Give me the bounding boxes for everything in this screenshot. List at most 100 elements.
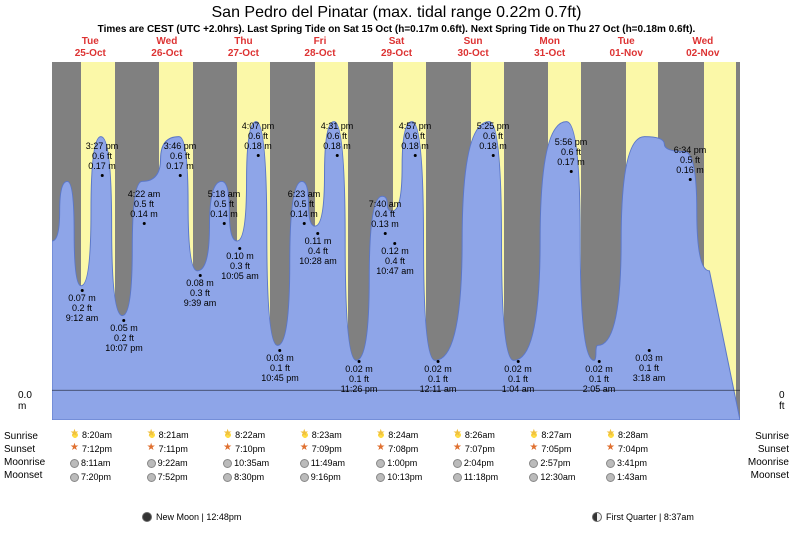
tide-annotation: 0.02 m0.1 ft11:26 pm [341,358,378,395]
sunrise-icon [529,430,539,440]
moon-phase: First Quarter | 8:37am [592,512,694,522]
y-label-m: 0.0 m [18,390,32,412]
moonrise-icon [70,459,79,468]
day-header: Tue25-Oct [52,36,129,60]
sunrise-icon [147,430,157,440]
sunrise-icon [300,430,310,440]
sunrise-icon [453,430,463,440]
sm-label: Moonrise [4,456,45,469]
sunrise-icon [376,430,386,440]
sun-moon-section: 8:20am8:21am8:22am8:23am8:24am8:26am8:27… [52,428,741,484]
moonrise-cell: 11:49am [282,458,359,468]
sunrise-cell: 8:20am [52,430,129,440]
moonset-cell: 9:16pm [282,472,359,482]
moonrise-cell: 2:04pm [435,458,512,468]
moonrise-cell: 10:35am [205,458,282,468]
moonset-icon [606,473,615,482]
tide-annotation: 0.02 m0.1 ft12:11 am [420,358,457,395]
moonrise-icon [147,459,156,468]
moonrise-cell: 1:00pm [358,458,435,468]
sun-moon-labels-right: SunriseSunsetMoonriseMoonset [748,430,789,482]
sun-moon-labels-left: SunriseSunsetMoonriseMoonset [4,430,45,482]
tide-annotation: 6:34 pm0.5 ft0.16 m [674,146,707,183]
sunset-cell: 7:05pm [511,444,588,454]
tide-annotation: 5:18 am0.5 ft0.14 m [208,190,241,227]
sunset-cell: 7:07pm [435,444,512,454]
tide-annotation: 0.07 m0.2 ft9:12 am [66,287,99,324]
moonset-icon [376,473,385,482]
day-header: Sat29-Oct [358,36,435,60]
moonset-icon [529,473,538,482]
day-headers: Tue25-OctWed26-OctThu27-OctFri28-OctSat2… [52,36,741,60]
day-header: Sun30-Oct [435,36,512,60]
sunrise-icon [70,430,80,440]
day-header: Fri28-Oct [282,36,359,60]
moonset-icon [223,473,232,482]
sunset-icon [376,444,386,454]
sm-label: Moonrise [748,456,789,469]
sunrise-cell: 8:24am [358,430,435,440]
moonrise-icon [606,459,615,468]
tide-annotation: 0.02 m0.1 ft1:04 am [502,358,535,395]
sunset-icon [70,444,80,454]
tide-annotation: 7:40 am0.4 ft0.13 m [369,200,402,237]
moonrise-cell: 9:22am [129,458,206,468]
sunset-cell: 7:04pm [588,444,665,454]
tide-annotation: 0.12 m0.4 ft10:47 am [376,240,414,277]
sm-label: Sunset [4,443,45,456]
tide-annotation: 0.02 m0.1 ft2:05 am [583,358,616,395]
tide-annotation: 4:07 pm0.6 ft0.18 m [242,122,275,159]
sunrise-cell: 8:28am [588,430,665,440]
day-header: Tue01-Nov [588,36,665,60]
sunrise-icon [223,430,233,440]
plot-area: 0.07 m0.2 ft9:12 am 3:27 pm0.6 ft0.17 m 0.… [52,62,740,420]
sunrise-cell: 8:26am [435,430,512,440]
tide-annotation: 0.08 m0.3 ft9:39 am [184,272,217,309]
moonset-cell: 10:13pm [358,472,435,482]
moonset-icon [147,473,156,482]
sunrise-icon [606,430,616,440]
moonrise-icon [453,459,462,468]
sm-label: Moonset [748,469,789,482]
tide-annotation: 5:56 pm0.6 ft0.17 m [555,138,588,175]
sm-label: Sunrise [748,430,789,443]
tide-chart: San Pedro del Pinatar (max. tidal range … [0,0,793,539]
sunset-cell: 7:09pm [282,444,359,454]
day-header: Wed26-Oct [129,36,206,60]
moonrise-cell: 8:11am [52,458,129,468]
moonset-cell: 1:43am [588,472,665,482]
moonrise-icon [223,459,232,468]
sunrise-cell: 8:23am [282,430,359,440]
sunset-icon [300,444,310,454]
sunset-cell: 7:08pm [358,444,435,454]
sm-label: Sunset [748,443,789,456]
tide-annotation: 3:27 pm0.6 ft0.17 m [86,142,119,179]
moonset-cell: 11:18pm [435,472,512,482]
tide-annotation: 0.03 m0.1 ft10:45 pm [261,347,299,384]
moonrise-row: 8:11am9:22am10:35am11:49am1:00pm2:04pm2:… [52,456,741,470]
tide-annotation: 5:25 pm0.6 ft0.18 m [477,122,510,159]
moonrise-icon [376,459,385,468]
moon-phase-icon [592,512,602,522]
sunset-cell: 7:12pm [52,444,129,454]
sm-label: Sunrise [4,430,45,443]
sunset-cell: 7:10pm [205,444,282,454]
moonrise-cell: 3:41pm [588,458,665,468]
sunset-icon [529,444,539,454]
moonrise-cell: 2:57pm [511,458,588,468]
sunset-cell: 7:11pm [129,444,206,454]
tide-annotation: 0.10 m0.3 ft10:05 am [221,245,259,282]
moon-phase: New Moon | 12:48pm [142,512,241,522]
day-header: Thu27-Oct [205,36,282,60]
tide-annotation: 4:57 pm0.6 ft0.18 m [399,122,432,159]
day-header: Wed02-Nov [665,36,742,60]
sunrise-cell: 8:27am [511,430,588,440]
moonset-cell: 8:30pm [205,472,282,482]
sunrise-cell: 8:21am [129,430,206,440]
tide-annotation: 0.03 m0.1 ft3:18 am [633,347,666,384]
day-header: Mon31-Oct [511,36,588,60]
sunset-icon [223,444,233,454]
moonset-cell: 7:52pm [129,472,206,482]
moonset-icon [70,473,79,482]
tide-annotation: 6:23 am0.5 ft0.14 m [288,190,321,227]
